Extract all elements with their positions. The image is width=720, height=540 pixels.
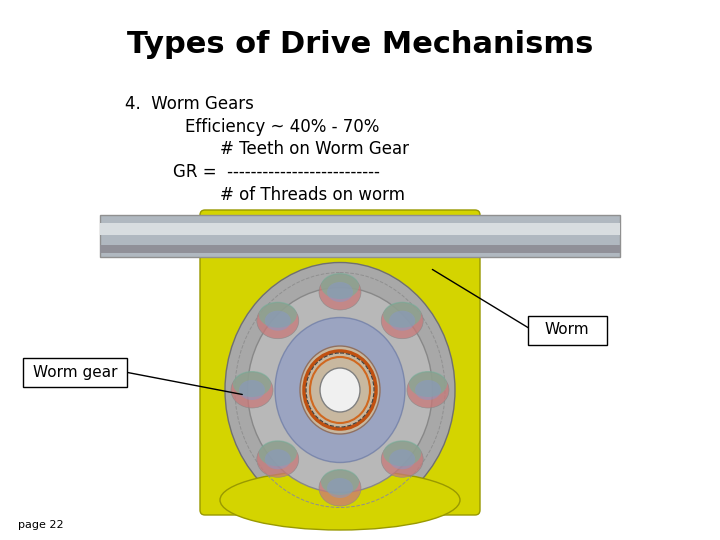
- Ellipse shape: [231, 372, 273, 408]
- Ellipse shape: [381, 303, 423, 339]
- Text: # Teeth on Worm Gear: # Teeth on Worm Gear: [220, 140, 409, 158]
- Ellipse shape: [327, 478, 353, 498]
- Ellipse shape: [239, 380, 265, 400]
- Ellipse shape: [320, 368, 360, 412]
- Ellipse shape: [300, 346, 380, 434]
- Bar: [100, 215, 620, 257]
- Ellipse shape: [390, 449, 415, 469]
- Ellipse shape: [321, 273, 359, 299]
- Ellipse shape: [409, 371, 447, 397]
- Ellipse shape: [258, 302, 297, 328]
- Ellipse shape: [383, 440, 421, 467]
- Text: 4.  Worm Gears: 4. Worm Gears: [125, 95, 254, 113]
- Ellipse shape: [225, 262, 455, 517]
- Ellipse shape: [265, 310, 291, 330]
- Text: GR =  --------------------------: GR = --------------------------: [173, 163, 380, 181]
- Bar: [100, 223, 620, 235]
- FancyBboxPatch shape: [528, 316, 607, 345]
- Ellipse shape: [319, 470, 361, 506]
- Ellipse shape: [257, 441, 299, 477]
- Bar: [100, 245, 620, 253]
- Ellipse shape: [383, 302, 421, 328]
- Text: page 22: page 22: [18, 520, 63, 530]
- Ellipse shape: [319, 274, 361, 310]
- Ellipse shape: [233, 371, 271, 397]
- Ellipse shape: [390, 310, 415, 330]
- Ellipse shape: [407, 372, 449, 408]
- Ellipse shape: [265, 449, 291, 469]
- Text: Worm: Worm: [545, 322, 589, 338]
- Ellipse shape: [381, 441, 423, 477]
- Ellipse shape: [415, 380, 441, 400]
- Ellipse shape: [275, 318, 405, 462]
- Ellipse shape: [248, 287, 433, 492]
- FancyBboxPatch shape: [200, 210, 480, 515]
- Text: Efficiency ~ 40% - 70%: Efficiency ~ 40% - 70%: [185, 118, 379, 136]
- Ellipse shape: [220, 470, 460, 530]
- Ellipse shape: [258, 440, 297, 467]
- Ellipse shape: [257, 303, 299, 339]
- Ellipse shape: [327, 282, 353, 302]
- Ellipse shape: [321, 469, 359, 495]
- FancyBboxPatch shape: [23, 358, 127, 387]
- Text: Worm gear: Worm gear: [32, 364, 117, 380]
- Text: Types of Drive Mechanisms: Types of Drive Mechanisms: [127, 30, 593, 59]
- Text: # of Threads on worm: # of Threads on worm: [220, 186, 405, 204]
